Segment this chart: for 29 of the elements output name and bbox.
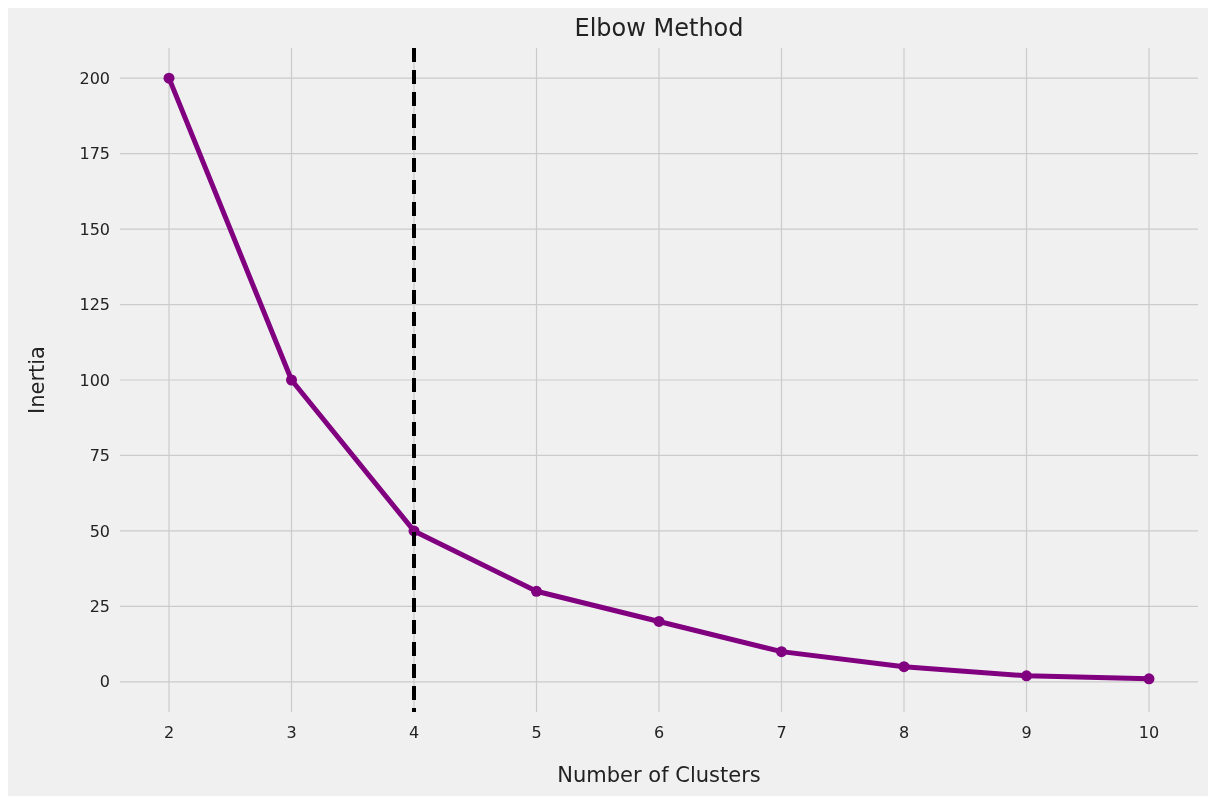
y-tick-label: 50	[89, 521, 110, 541]
point	[898, 661, 910, 673]
point	[286, 374, 297, 386]
x-tick-label: 8	[898, 723, 910, 742]
point	[163, 72, 175, 84]
x-tick-label: 6	[653, 723, 665, 742]
x-tick-label: 7	[776, 723, 787, 742]
y-tick-label: 25	[89, 596, 110, 616]
x-tick-label: 4	[408, 723, 420, 742]
y-tick-label: 150	[79, 219, 110, 239]
point	[531, 585, 542, 597]
y-tick-label: 100	[79, 370, 110, 390]
x-tick-label: 3	[286, 723, 297, 742]
y-tick-label: 175	[79, 144, 110, 164]
x-tick-label: 5	[531, 723, 542, 742]
x-tick-label: 2	[163, 723, 175, 742]
x-axis-title: Number of Clusters	[557, 763, 761, 787]
point	[1021, 670, 1032, 682]
point	[1143, 673, 1155, 685]
y-tick-label: 0	[99, 672, 110, 692]
chart-title: Elbow Method	[574, 14, 744, 42]
y-tick-label: 75	[89, 446, 110, 466]
x-tick-label: 10	[1138, 723, 1160, 742]
point	[653, 615, 665, 627]
y-tick-label: 125	[79, 295, 110, 315]
y-axis-title: Inertia	[25, 346, 49, 414]
point	[776, 646, 787, 658]
x-tick-label: 9	[1021, 723, 1032, 742]
y-tick-label: 200	[79, 68, 110, 88]
